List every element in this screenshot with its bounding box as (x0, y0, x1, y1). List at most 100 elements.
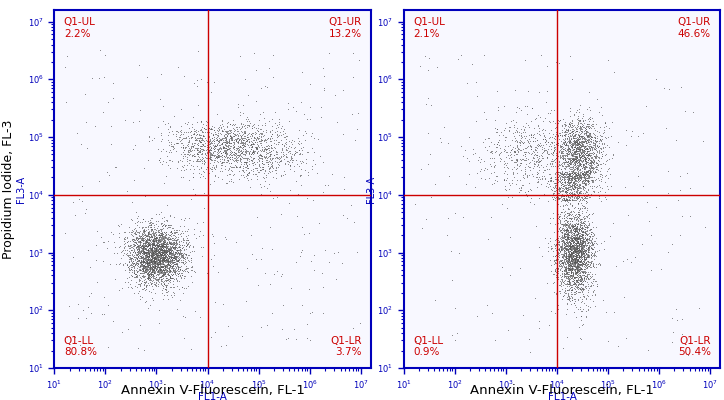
Point (145, 242, 156, 248)
Point (569, 227, 581, 233)
Point (172, 265, 184, 271)
Point (565, 242, 576, 249)
Point (538, 191, 550, 198)
Point (167, 275, 179, 282)
Point (571, 154, 583, 160)
Point (571, 108, 582, 115)
Point (174, 242, 185, 248)
Point (119, 259, 130, 266)
Point (553, 245, 565, 252)
Point (138, 237, 149, 243)
Point (594, 173, 605, 179)
Point (95, 234, 106, 240)
Point (576, 261, 587, 267)
Point (92, 227, 104, 234)
Point (525, 144, 536, 150)
Point (156, 249, 167, 255)
Point (275, 132, 287, 138)
Point (195, 139, 207, 146)
Point (573, 174, 585, 180)
Point (574, 286, 586, 292)
Point (563, 281, 575, 288)
Point (156, 251, 167, 258)
Point (564, 265, 576, 271)
Point (137, 244, 148, 250)
Point (563, 238, 574, 244)
Point (127, 249, 139, 255)
Point (135, 252, 147, 259)
Point (153, 265, 165, 272)
Point (185, 144, 197, 150)
Point (534, 158, 546, 164)
Point (151, 258, 162, 264)
Point (574, 236, 586, 242)
Point (565, 235, 577, 242)
Point (183, 137, 195, 143)
Point (270, 148, 282, 154)
Point (150, 248, 161, 254)
Point (159, 251, 170, 258)
Point (135, 259, 147, 265)
Point (150, 247, 161, 253)
Point (156, 278, 167, 284)
Point (531, 163, 542, 169)
Point (571, 228, 583, 234)
Point (562, 286, 573, 293)
Point (137, 266, 148, 272)
Point (256, 183, 267, 190)
Point (135, 252, 146, 259)
Point (570, 235, 581, 242)
Point (146, 259, 157, 265)
Point (154, 274, 166, 280)
Point (203, 139, 215, 145)
Point (130, 271, 141, 278)
Point (287, 157, 298, 163)
Point (585, 153, 597, 159)
Point (578, 254, 590, 260)
Point (159, 255, 170, 262)
Point (570, 211, 581, 217)
Point (567, 258, 578, 265)
Point (324, 50, 335, 56)
Point (156, 252, 168, 258)
Point (550, 182, 561, 189)
Point (224, 133, 235, 140)
Point (143, 237, 155, 243)
Point (567, 189, 578, 195)
Point (587, 263, 599, 269)
Point (162, 296, 174, 302)
Point (538, 173, 550, 179)
Point (201, 269, 213, 276)
Point (149, 259, 161, 266)
Point (156, 251, 168, 257)
Point (500, 120, 512, 126)
Point (287, 158, 298, 165)
Point (132, 244, 144, 250)
Point (289, 326, 300, 332)
Point (140, 240, 152, 246)
Point (164, 243, 176, 249)
Point (559, 231, 571, 238)
Point (248, 141, 260, 148)
Point (565, 246, 577, 252)
Point (571, 272, 582, 278)
Point (319, 84, 330, 91)
Point (520, 149, 531, 156)
Point (583, 146, 594, 152)
Point (140, 269, 151, 275)
Point (569, 142, 581, 149)
Point (568, 167, 580, 174)
Point (151, 280, 162, 286)
Point (138, 258, 150, 264)
Point (170, 244, 182, 250)
Point (584, 211, 595, 217)
Point (568, 253, 579, 259)
Point (578, 174, 589, 181)
Point (585, 236, 597, 243)
Point (560, 244, 572, 251)
Point (172, 258, 184, 264)
Point (213, 126, 224, 132)
Point (520, 120, 531, 126)
Point (556, 123, 568, 130)
Point (152, 263, 164, 269)
